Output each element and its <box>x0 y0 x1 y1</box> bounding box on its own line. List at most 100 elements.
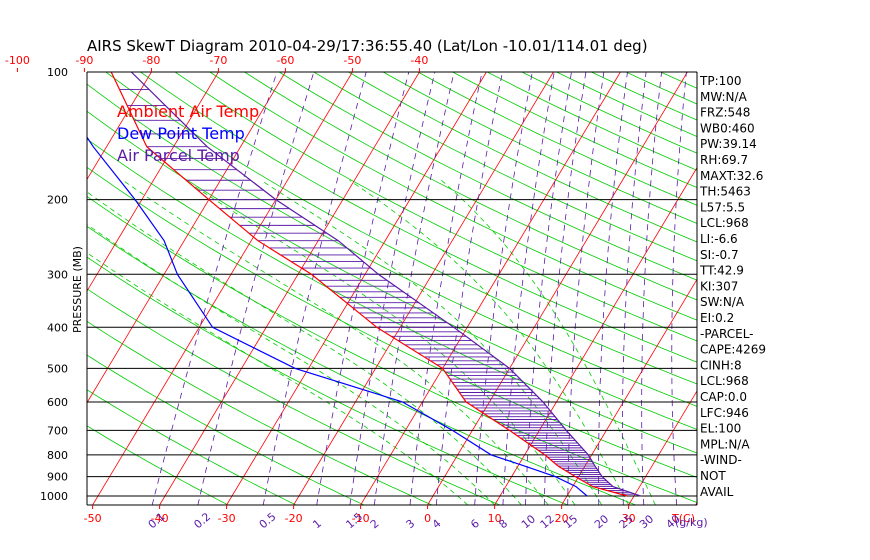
moist-adiabat <box>87 252 469 505</box>
pressure-tick-label: 300 <box>47 268 68 281</box>
pressure-tick-label: 900 <box>47 471 68 484</box>
dry-adiabat <box>105 72 697 385</box>
isotherm <box>293 72 554 505</box>
dry-adiabat <box>87 389 297 505</box>
mixing-ratio-line <box>671 72 687 505</box>
index-item: EL:100 <box>700 422 741 436</box>
pressure-tick-label: 600 <box>47 396 68 409</box>
dry-adiabat <box>278 72 697 281</box>
mixing-ratio-line <box>474 72 533 505</box>
moist-adiabat <box>349 179 629 505</box>
series-line <box>87 136 588 497</box>
mixing-ratio-unit: (g/kg) <box>675 516 708 529</box>
index-item: WB0:460 <box>700 121 755 135</box>
mixing-ratio-line <box>151 72 278 505</box>
isotherm <box>87 72 286 404</box>
moist-adiabat <box>87 223 495 505</box>
bottom-temp-tick-label: -50 <box>84 512 102 525</box>
mixing-ratio-line <box>641 72 662 505</box>
dry-adiabat <box>87 225 636 505</box>
y-axis-label: PRESSURE (MB) <box>71 246 84 333</box>
mixing-ratio-label: 30 <box>637 512 656 531</box>
moist-adiabat <box>185 179 576 505</box>
mixing-ratio-line <box>409 72 483 505</box>
top-temp-tick-label: -100 <box>5 54 30 67</box>
index-item: SW:N/A <box>700 295 745 309</box>
mixing-ratio-label: 3 <box>404 517 418 531</box>
index-item: CINH:8 <box>700 358 742 372</box>
dry-adiabat <box>244 72 697 301</box>
index-item: RH:69.7 <box>700 153 748 167</box>
mixing-ratio-label: 1 <box>310 517 324 531</box>
isotherm <box>561 278 697 505</box>
dry-adiabat <box>87 256 568 505</box>
isotherm <box>0 72 17 505</box>
dry-adiabat <box>87 110 697 430</box>
mixing-ratio-label: 4 <box>430 517 444 531</box>
isotherm <box>87 72 152 181</box>
pressure-tick-label: 100 <box>47 66 68 79</box>
dry-adiabat <box>87 195 697 503</box>
mixing-ratio-line <box>349 72 436 505</box>
dry-adiabat <box>87 138 697 454</box>
isotherm <box>226 72 487 505</box>
mixing-ratio-line <box>316 72 410 505</box>
moist-adiabat <box>260 179 603 505</box>
index-item: TH:5463 <box>699 185 751 199</box>
index-item: PW:39.14 <box>700 137 757 151</box>
bottom-temp-tick-label: 0 <box>424 512 431 525</box>
dry-adiabat <box>209 72 697 321</box>
mixing-ratio-line <box>373 72 455 505</box>
pressure-tick-label: 200 <box>47 194 68 207</box>
mixing-ratio-label: 0.5 <box>257 510 279 531</box>
dry-adiabat <box>521 72 697 154</box>
bottom-temp-tick-label: 20 <box>555 512 569 525</box>
mixing-ratio-line <box>435 72 503 505</box>
index-item: AVAIL <box>700 485 734 499</box>
dry-adiabat <box>660 72 697 89</box>
index-item: -PARCEL- <box>700 327 754 341</box>
index-item: LI:-6.6 <box>700 232 738 246</box>
mixing-ratio-line <box>525 72 572 505</box>
legend-entry: Air Parcel Temp <box>117 146 240 165</box>
bottom-temp-tick-label: -10 <box>352 512 370 525</box>
mixing-ratio-line <box>197 72 315 505</box>
dry-adiabat <box>417 72 697 206</box>
index-item: SI:-0.7 <box>700 248 739 262</box>
index-item: TT:42.9 <box>699 264 744 278</box>
mixing-ratio-line <box>502 72 555 505</box>
mixing-ratio-line <box>543 72 587 505</box>
moist-adiabat <box>87 191 522 505</box>
isotherm <box>763 72 870 505</box>
mixing-ratio-line <box>567 72 605 505</box>
mixing-ratio-label: 20 <box>592 512 611 531</box>
dry-adiabat <box>765 72 870 505</box>
background-lines <box>0 72 870 505</box>
isotherm <box>427 72 688 505</box>
profile-series <box>87 72 641 497</box>
isotherm <box>360 72 621 505</box>
index-item: TP:100 <box>699 74 742 88</box>
dry-adiabat <box>87 354 365 505</box>
index-item: FRZ:548 <box>700 106 750 120</box>
mixing-ratio-line <box>598 72 628 505</box>
top-temp-tick-label: -90 <box>75 54 93 67</box>
pressure-tick-label: 500 <box>47 362 68 375</box>
index-item: MAXT:32.6 <box>700 169 763 183</box>
mixing-ratio-label: 6 <box>468 517 482 531</box>
dry-adiabat <box>87 320 433 505</box>
dry-adiabat <box>799 72 870 505</box>
series-line <box>110 72 628 497</box>
isotherm <box>628 390 697 505</box>
pressure-tick-label: 800 <box>47 449 68 462</box>
top-temp-tick-label: -50 <box>343 54 361 67</box>
legend: Ambient Air Temp Dew Point Temp Air Parcel… <box>117 102 259 165</box>
top-temp-tick-label: -70 <box>209 54 227 67</box>
chart-title: AIRS SkewT Diagram 2010-04-29/17:36:55.4… <box>87 37 648 55</box>
isotherm <box>159 72 420 505</box>
cape-hatching <box>119 89 636 495</box>
top-temp-tick-label: -40 <box>410 54 428 67</box>
index-item: L57:5.5 <box>700 200 745 214</box>
mixing-ratio-label: 10 <box>519 512 538 531</box>
pressure-tick-label: 1000 <box>40 490 68 503</box>
